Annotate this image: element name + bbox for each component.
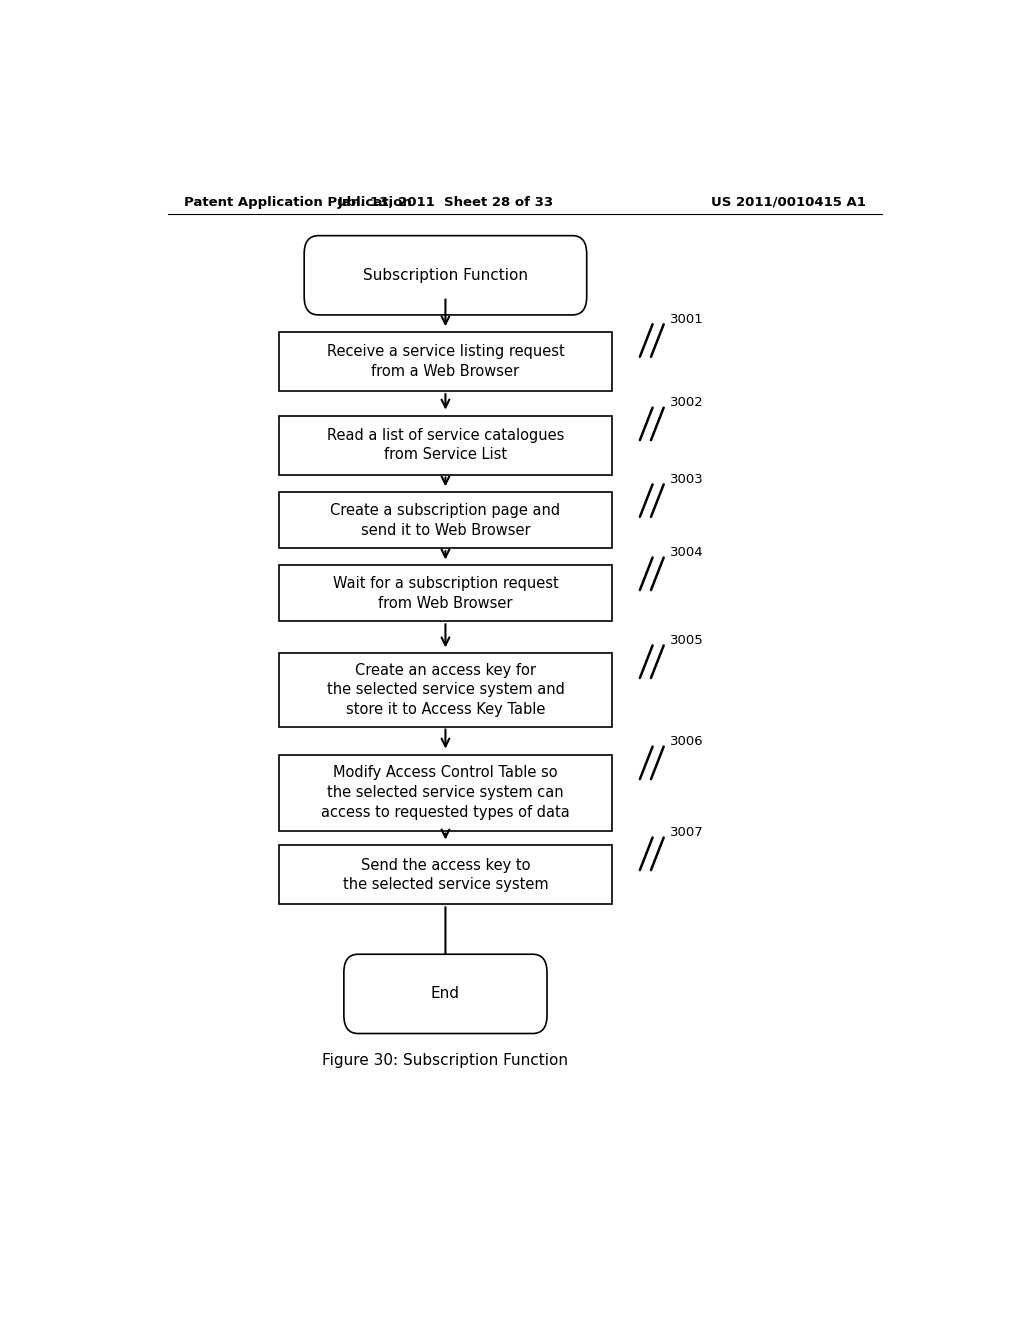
- Text: End: End: [431, 986, 460, 1002]
- Text: Read a list of service catalogues
from Service List: Read a list of service catalogues from S…: [327, 428, 564, 462]
- Text: 3003: 3003: [670, 473, 703, 486]
- FancyBboxPatch shape: [279, 416, 612, 474]
- FancyBboxPatch shape: [279, 565, 612, 622]
- Text: Wait for a subscription request
from Web Browser: Wait for a subscription request from Web…: [333, 576, 558, 611]
- Text: 3001: 3001: [670, 313, 703, 326]
- FancyBboxPatch shape: [279, 653, 612, 726]
- Text: 3004: 3004: [670, 546, 703, 560]
- Text: 3007: 3007: [670, 826, 703, 840]
- Text: 3006: 3006: [670, 735, 703, 748]
- Text: Send the access key to
the selected service system: Send the access key to the selected serv…: [343, 858, 548, 892]
- Text: Figure 30: Subscription Function: Figure 30: Subscription Function: [323, 1053, 568, 1068]
- Text: Patent Application Publication: Patent Application Publication: [183, 195, 412, 209]
- FancyBboxPatch shape: [279, 492, 612, 548]
- FancyBboxPatch shape: [344, 954, 547, 1034]
- FancyBboxPatch shape: [279, 333, 612, 391]
- Text: Create a subscription page and
send it to Web Browser: Create a subscription page and send it t…: [331, 503, 560, 537]
- Text: Modify Access Control Table so
the selected service system can
access to request: Modify Access Control Table so the selec…: [322, 766, 569, 820]
- FancyBboxPatch shape: [304, 236, 587, 315]
- Text: 3005: 3005: [670, 634, 703, 647]
- Text: Create an access key for
the selected service system and
store it to Access Key : Create an access key for the selected se…: [327, 663, 564, 717]
- Text: Jan. 13, 2011  Sheet 28 of 33: Jan. 13, 2011 Sheet 28 of 33: [337, 195, 554, 209]
- FancyBboxPatch shape: [279, 846, 612, 904]
- Text: Receive a service listing request
from a Web Browser: Receive a service listing request from a…: [327, 345, 564, 379]
- Text: Subscription Function: Subscription Function: [362, 268, 528, 282]
- Text: 3002: 3002: [670, 396, 703, 409]
- FancyBboxPatch shape: [279, 755, 612, 830]
- Text: US 2011/0010415 A1: US 2011/0010415 A1: [712, 195, 866, 209]
